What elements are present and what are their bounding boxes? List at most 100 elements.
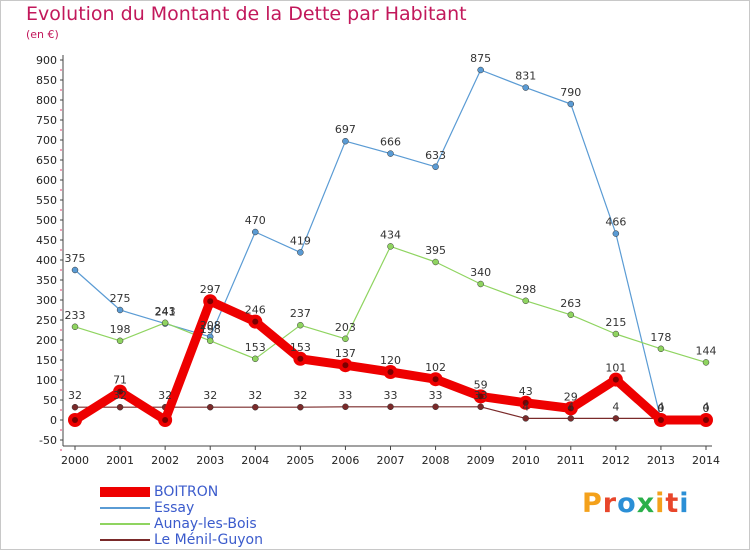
data-label-essay: 831 (515, 70, 536, 83)
data-point-le-menil-guyon[interactable] (297, 403, 304, 411)
data-point-essay[interactable] (612, 230, 620, 237)
data-point-aunay-les-bois[interactable] (252, 355, 259, 363)
y-tick-label: 50 (43, 394, 57, 407)
data-point-aunay-les-bois[interactable] (206, 337, 214, 345)
data-point-essay[interactable] (432, 163, 439, 171)
legend-item-boitron[interactable]: BOITRON (100, 484, 263, 500)
y-tick-label: 200 (36, 334, 57, 347)
data-label-aunay-les-bois: 434 (380, 228, 401, 241)
data-label-le-menil-guyon: 4 (522, 400, 529, 413)
data-point-essay[interactable] (477, 66, 484, 74)
data-point-le-menil-guyon[interactable] (71, 403, 79, 411)
data-point-le-menil-guyon[interactable] (477, 403, 484, 411)
data-label-boitron: 59 (474, 378, 488, 391)
y-tick-label: 600 (36, 174, 57, 187)
legend-item-aunay-les-bois[interactable]: Aunay-les-Bois (100, 516, 263, 532)
data-point-le-menil-guyon[interactable] (567, 415, 575, 422)
data-label-boitron: 101 (605, 362, 626, 375)
data-point-aunay-les-bois[interactable] (657, 345, 665, 353)
y-tick-label: 800 (36, 94, 57, 107)
data-point-aunay-les-bois[interactable] (702, 359, 710, 366)
data-point-core-boitron (252, 318, 259, 325)
data-point-aunay-les-bois[interactable] (342, 335, 349, 343)
data-label-aunay-les-bois: 233 (65, 309, 86, 322)
legend-item-le-menil-guyon[interactable]: Le Ménil-Guyon (100, 532, 263, 548)
data-label-boitron: 29 (564, 390, 578, 403)
data-label-essay: 375 (65, 252, 86, 265)
data-point-le-menil-guyon[interactable] (522, 415, 529, 422)
data-point-aunay-les-bois[interactable] (477, 280, 484, 288)
data-point-core-boitron (522, 399, 529, 406)
x-tick-label: 2005 (286, 454, 314, 467)
data-label-boitron: 120 (380, 354, 401, 367)
data-label-essay: 470 (245, 214, 266, 227)
data-point-le-menil-guyon[interactable] (432, 403, 439, 411)
data-point-essay[interactable] (252, 228, 259, 236)
chart-legend: BOITRON Essay Aunay-les-Bois Le Ménil-Gu… (100, 484, 263, 548)
data-point-core-boitron (703, 417, 709, 423)
logo-letter: o (617, 488, 637, 519)
logo-letter: i (655, 488, 666, 519)
data-label-aunay-les-bois: 395 (425, 244, 446, 257)
y-tick-label: 850 (36, 74, 57, 87)
data-point-le-menil-guyon[interactable] (387, 403, 394, 411)
y-tick-label: 650 (36, 154, 57, 167)
data-point-aunay-les-bois[interactable] (387, 243, 394, 250)
data-label-aunay-les-bois: 198 (200, 323, 221, 336)
series-essay (71, 66, 710, 424)
y-tick-label: 750 (36, 114, 57, 127)
data-label-essay: 697 (335, 123, 356, 136)
data-label-boitron: 43 (519, 385, 533, 398)
data-point-aunay-les-bois[interactable] (116, 337, 124, 345)
data-point-le-menil-guyon[interactable] (206, 403, 214, 411)
data-point-essay[interactable] (297, 249, 304, 256)
logo-letter: r (602, 488, 618, 519)
data-point-aunay-les-bois[interactable] (161, 319, 169, 327)
x-tick-label: 2014 (692, 454, 720, 467)
legend-label-essay: Essay (154, 500, 195, 516)
data-point-aunay-les-bois[interactable] (522, 297, 529, 305)
proxiti-logo: Proxiti (582, 488, 690, 519)
data-label-aunay-les-bois: 215 (605, 316, 626, 329)
x-tick-label: 2011 (557, 454, 585, 467)
data-point-essay[interactable] (71, 266, 79, 274)
data-point-essay[interactable] (342, 137, 349, 145)
y-tick-label: 900 (36, 54, 57, 67)
data-point-aunay-les-bois[interactable] (297, 321, 304, 329)
data-label-essay: 419 (290, 234, 311, 247)
chart-title: Evolution du Montant de la Dette par Hab… (26, 3, 467, 25)
x-tick-label: 2007 (377, 454, 405, 467)
data-point-le-menil-guyon[interactable] (612, 415, 620, 422)
data-label-essay: 466 (605, 216, 626, 229)
data-label-le-menil-guyon: 4 (612, 400, 619, 413)
data-label-aunay-les-bois: 178 (650, 331, 671, 344)
data-point-core-boitron (72, 417, 78, 423)
legend-label-le-menil-guyon: Le Ménil-Guyon (154, 532, 263, 548)
data-point-le-menil-guyon[interactable] (252, 403, 259, 411)
logo-letter: t (665, 488, 680, 519)
x-tick-label: 2003 (196, 454, 224, 467)
data-point-aunay-les-bois[interactable] (612, 330, 620, 338)
data-label-boitron: 297 (200, 283, 221, 296)
data-point-aunay-les-bois[interactable] (432, 258, 439, 266)
legend-swatch-aunay-les-bois (100, 523, 150, 525)
data-label-aunay-les-bois: 298 (515, 283, 536, 296)
y-tick-label: -50 (39, 434, 57, 447)
y-tick-label: 150 (36, 354, 57, 367)
y-tick-label: 450 (36, 234, 57, 247)
data-label-essay: 275 (110, 292, 131, 305)
legend-item-essay[interactable]: Essay (100, 500, 263, 516)
data-point-essay[interactable] (567, 100, 575, 108)
y-tick-label: 350 (36, 274, 57, 287)
data-point-le-menil-guyon[interactable] (116, 403, 124, 411)
data-point-le-menil-guyon[interactable] (342, 403, 349, 411)
data-label-le-menil-guyon: 4 (567, 400, 574, 413)
data-point-essay[interactable] (116, 306, 124, 314)
data-point-aunay-les-bois[interactable] (567, 311, 575, 319)
data-label-essay: 633 (425, 149, 446, 162)
data-point-essay[interactable] (522, 84, 529, 91)
data-label-essay: 790 (560, 86, 581, 99)
data-point-essay[interactable] (387, 150, 394, 157)
data-point-aunay-les-bois[interactable] (71, 323, 79, 331)
x-tick-label: 2001 (106, 454, 134, 467)
